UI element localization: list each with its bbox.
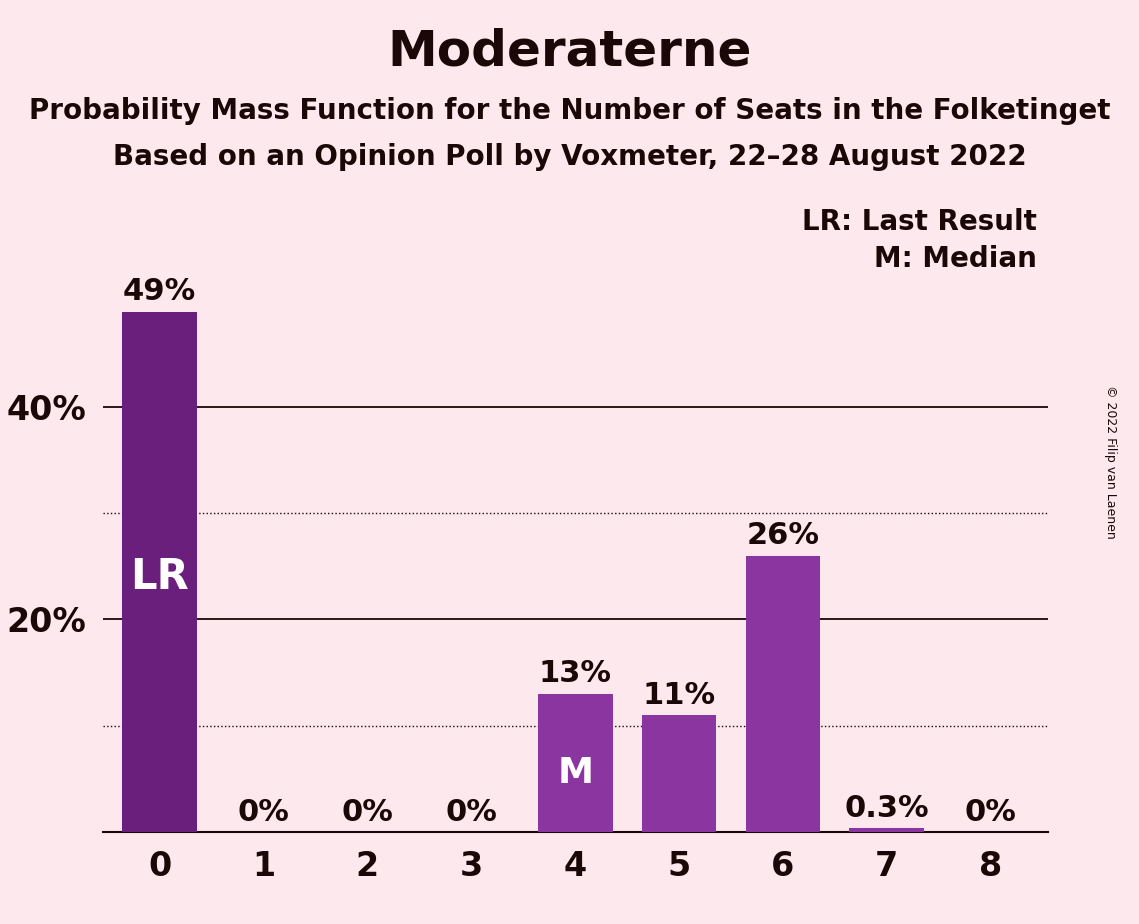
Text: © 2022 Filip van Laenen: © 2022 Filip van Laenen — [1104, 385, 1117, 539]
Bar — [538, 694, 613, 832]
Text: 0%: 0% — [238, 798, 289, 827]
Text: Based on an Opinion Poll by Voxmeter, 22–28 August 2022: Based on an Opinion Poll by Voxmeter, 22… — [113, 143, 1026, 171]
Bar — [641, 715, 716, 832]
Text: 49%: 49% — [123, 277, 196, 307]
Text: 11%: 11% — [642, 681, 715, 710]
Text: 0%: 0% — [965, 798, 1017, 827]
Text: M: Median: M: Median — [874, 245, 1036, 273]
Text: 0.3%: 0.3% — [844, 794, 929, 823]
Text: LR: LR — [130, 556, 189, 598]
Text: 13%: 13% — [539, 660, 612, 688]
Text: LR: Last Result: LR: Last Result — [802, 208, 1036, 236]
Text: Probability Mass Function for the Number of Seats in the Folketinget: Probability Mass Function for the Number… — [28, 97, 1111, 125]
Text: 26%: 26% — [746, 521, 819, 551]
Bar — [850, 829, 924, 832]
Text: M: M — [557, 756, 593, 790]
Bar — [122, 311, 197, 832]
Text: Moderaterne: Moderaterne — [387, 28, 752, 76]
Text: 0%: 0% — [445, 798, 498, 827]
Text: 0%: 0% — [342, 798, 393, 827]
Bar — [746, 555, 820, 832]
